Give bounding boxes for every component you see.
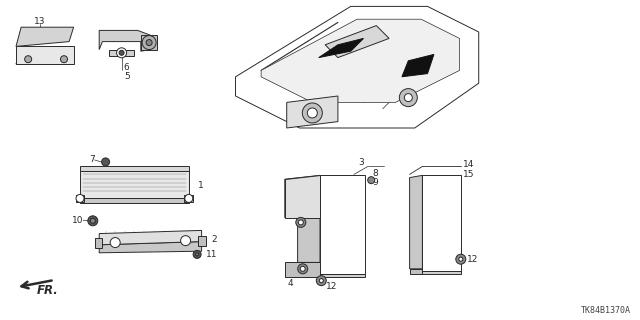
Circle shape — [456, 254, 466, 264]
Circle shape — [116, 48, 127, 58]
Circle shape — [110, 237, 120, 248]
Circle shape — [146, 40, 152, 45]
Circle shape — [302, 103, 323, 123]
Circle shape — [102, 158, 109, 166]
Polygon shape — [285, 262, 320, 277]
Circle shape — [319, 279, 323, 283]
Circle shape — [76, 194, 84, 203]
Polygon shape — [80, 166, 189, 171]
Circle shape — [61, 56, 67, 63]
Text: 7: 7 — [89, 156, 95, 164]
Text: 11: 11 — [206, 250, 218, 259]
Polygon shape — [80, 171, 189, 198]
Text: 14: 14 — [463, 160, 474, 169]
Text: 15: 15 — [463, 170, 474, 179]
Circle shape — [185, 194, 193, 203]
Text: 8: 8 — [372, 169, 378, 178]
Polygon shape — [285, 175, 320, 262]
Text: 12: 12 — [467, 255, 479, 264]
Circle shape — [404, 93, 412, 101]
Polygon shape — [80, 198, 189, 203]
Text: FR.: FR. — [37, 284, 59, 297]
Text: 12: 12 — [326, 282, 338, 291]
Polygon shape — [16, 27, 74, 46]
Polygon shape — [184, 195, 193, 202]
Polygon shape — [236, 6, 479, 128]
Polygon shape — [285, 175, 320, 218]
Polygon shape — [16, 50, 74, 64]
Circle shape — [193, 250, 201, 259]
Circle shape — [298, 264, 308, 274]
Text: 13: 13 — [34, 17, 45, 26]
Circle shape — [399, 89, 417, 107]
Polygon shape — [422, 271, 461, 274]
Polygon shape — [402, 54, 434, 77]
Text: 5: 5 — [124, 72, 129, 81]
Polygon shape — [99, 30, 150, 51]
Circle shape — [142, 36, 156, 50]
Polygon shape — [76, 195, 84, 202]
Circle shape — [459, 257, 463, 261]
Text: 4: 4 — [287, 279, 292, 288]
Text: 2: 2 — [211, 235, 217, 244]
Text: 3: 3 — [359, 158, 364, 167]
Circle shape — [300, 266, 305, 271]
Text: TK84B1370A: TK84B1370A — [580, 306, 630, 315]
Circle shape — [196, 253, 198, 256]
Circle shape — [368, 177, 374, 184]
Text: 6: 6 — [124, 63, 129, 72]
Circle shape — [25, 56, 31, 63]
Polygon shape — [320, 274, 365, 277]
Polygon shape — [99, 230, 202, 245]
Circle shape — [316, 276, 326, 286]
Polygon shape — [261, 19, 460, 102]
Polygon shape — [410, 175, 422, 269]
Circle shape — [307, 108, 317, 118]
Text: 1: 1 — [198, 181, 204, 190]
Polygon shape — [422, 175, 461, 271]
Polygon shape — [325, 26, 389, 58]
Polygon shape — [109, 50, 134, 56]
Polygon shape — [99, 242, 202, 253]
Polygon shape — [141, 35, 157, 50]
Circle shape — [90, 218, 95, 223]
Polygon shape — [319, 38, 364, 58]
Polygon shape — [95, 238, 102, 248]
Polygon shape — [320, 175, 365, 274]
Circle shape — [88, 216, 98, 226]
Circle shape — [296, 217, 306, 228]
Circle shape — [180, 236, 191, 246]
Polygon shape — [198, 236, 206, 246]
Polygon shape — [16, 46, 74, 64]
Polygon shape — [287, 96, 338, 128]
Text: 9: 9 — [372, 178, 378, 187]
Circle shape — [119, 50, 124, 55]
Polygon shape — [410, 269, 422, 274]
Text: 10: 10 — [72, 216, 83, 225]
Circle shape — [298, 220, 303, 225]
